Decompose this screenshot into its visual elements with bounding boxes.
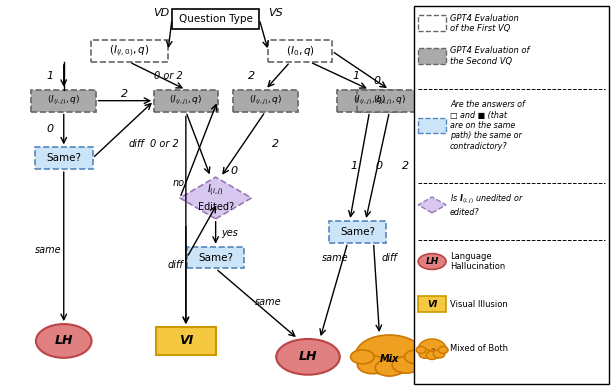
Ellipse shape — [438, 346, 448, 353]
Text: 2: 2 — [248, 71, 255, 81]
Ellipse shape — [356, 335, 423, 375]
FancyBboxPatch shape — [31, 90, 96, 112]
Text: $(I_{(i,j)}, q)$: $(I_{(i,j)}, q)$ — [353, 94, 386, 107]
Text: Mixed of Both: Mixed of Both — [450, 344, 508, 353]
FancyBboxPatch shape — [329, 221, 386, 243]
Text: Same?: Same? — [340, 227, 375, 237]
Text: 0 or 2: 0 or 2 — [154, 71, 182, 81]
Text: 0: 0 — [376, 161, 383, 171]
Ellipse shape — [351, 350, 374, 364]
Text: $(I_{(i,0)}, q)$: $(I_{(i,0)}, q)$ — [109, 43, 149, 59]
FancyBboxPatch shape — [418, 48, 446, 64]
FancyBboxPatch shape — [337, 90, 402, 112]
Polygon shape — [180, 177, 251, 219]
Text: LH: LH — [299, 350, 317, 363]
Text: GPT4 Evaluation
of the First VQ: GPT4 Evaluation of the First VQ — [450, 14, 519, 33]
FancyBboxPatch shape — [418, 15, 446, 31]
Ellipse shape — [405, 350, 428, 364]
Text: Same?: Same? — [198, 253, 233, 262]
Text: diff: diff — [381, 253, 397, 262]
Text: GPT4 Evaluation of
the Second VQ: GPT4 Evaluation of the Second VQ — [450, 46, 529, 66]
FancyBboxPatch shape — [187, 246, 244, 268]
Text: 1: 1 — [46, 71, 53, 81]
Ellipse shape — [418, 254, 446, 269]
Text: Language
Hallucination: Language Hallucination — [450, 252, 505, 271]
FancyBboxPatch shape — [35, 147, 93, 169]
Text: Question Type: Question Type — [179, 14, 252, 24]
Text: VI: VI — [427, 300, 437, 309]
Ellipse shape — [357, 356, 387, 374]
Ellipse shape — [276, 339, 340, 375]
Text: yes: yes — [221, 228, 238, 238]
Text: 2: 2 — [271, 139, 279, 149]
Text: diff: diff — [167, 261, 183, 271]
Text: no: no — [173, 178, 185, 188]
Text: Visual Illusion: Visual Illusion — [450, 300, 508, 309]
Ellipse shape — [392, 356, 421, 373]
Text: $\sim$: $\sim$ — [384, 354, 395, 364]
Polygon shape — [418, 197, 446, 213]
Text: $(I_0, q)$: $(I_0, q)$ — [286, 44, 314, 58]
Text: LH: LH — [55, 335, 73, 347]
FancyBboxPatch shape — [154, 90, 218, 112]
Text: 0 or 2: 0 or 2 — [150, 139, 179, 149]
Text: $I_{(i,j)}$: $I_{(i,j)}$ — [208, 183, 224, 198]
Ellipse shape — [418, 339, 446, 359]
Text: 0: 0 — [46, 124, 53, 135]
FancyBboxPatch shape — [90, 40, 168, 62]
Text: $(I_{(i,j)}, q)$: $(I_{(i,j)}, q)$ — [47, 94, 80, 107]
Text: diff: diff — [128, 139, 144, 149]
Text: $(I_{(i,j)}, q)$: $(I_{(i,j)}, q)$ — [373, 94, 406, 107]
Text: same: same — [34, 245, 61, 255]
Text: same: same — [255, 297, 282, 307]
Ellipse shape — [416, 346, 426, 353]
Text: $(I_{(i,j)}, q)$: $(I_{(i,j)}, q)$ — [169, 94, 203, 107]
FancyBboxPatch shape — [233, 90, 298, 112]
Text: 2: 2 — [402, 161, 409, 171]
FancyBboxPatch shape — [357, 90, 422, 112]
Ellipse shape — [36, 324, 91, 358]
Text: 0: 0 — [374, 76, 381, 86]
Text: $(I_{(i,j)}, q)$: $(I_{(i,j)}, q)$ — [249, 94, 282, 107]
Ellipse shape — [375, 360, 403, 376]
FancyBboxPatch shape — [418, 117, 446, 133]
Text: Same?: Same? — [46, 153, 81, 163]
Text: LH: LH — [426, 257, 439, 266]
FancyBboxPatch shape — [172, 9, 259, 29]
Text: VD: VD — [153, 8, 169, 18]
FancyBboxPatch shape — [414, 6, 609, 384]
Text: 1: 1 — [352, 71, 359, 81]
Text: Are the answers of
□ and ■ (that
are on the same
path) the same or
contradictory: Are the answers of □ and ■ (that are on … — [450, 100, 525, 151]
FancyBboxPatch shape — [268, 40, 332, 62]
Text: VI: VI — [179, 335, 193, 347]
FancyBboxPatch shape — [418, 296, 446, 312]
Ellipse shape — [419, 349, 432, 358]
Text: 1: 1 — [350, 161, 357, 171]
Text: Is $\boldsymbol{I}_{(i,j)}$ unedited or
edited?: Is $\boldsymbol{I}_{(i,j)}$ unedited or … — [450, 193, 524, 217]
Ellipse shape — [426, 351, 438, 360]
Text: Mix: Mix — [379, 354, 399, 364]
Text: 2: 2 — [121, 89, 128, 99]
Text: $\sim$: $\sim$ — [429, 346, 436, 351]
Text: same: same — [322, 253, 348, 262]
FancyBboxPatch shape — [156, 327, 216, 355]
Text: VS: VS — [268, 8, 282, 18]
Text: 0: 0 — [230, 166, 237, 176]
Ellipse shape — [433, 350, 445, 358]
Text: Edited?: Edited? — [198, 202, 234, 212]
